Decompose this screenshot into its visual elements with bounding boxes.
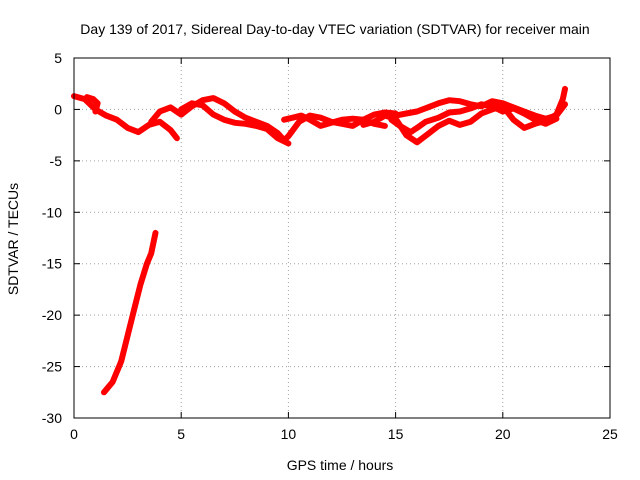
series-line-main bbox=[388, 101, 560, 136]
ticks: 0 5 10 15 20 25 5 0 -5 -10 -15 -20 -25 -30 bbox=[42, 50, 618, 442]
y-tick-label: -15 bbox=[42, 256, 62, 272]
plot-frame bbox=[73, 57, 611, 419]
y-tick-label: -10 bbox=[42, 204, 62, 220]
chart-title: Day 139 of 2017, Sidereal Day-to-day VTE… bbox=[80, 21, 589, 37]
x-tick-label: 5 bbox=[177, 426, 185, 442]
y-tick-label: 0 bbox=[54, 101, 62, 117]
x-tick-label: 15 bbox=[388, 426, 404, 442]
series-line-main bbox=[83, 94, 101, 115]
series-line-main bbox=[71, 93, 180, 142]
series-line-main bbox=[101, 229, 159, 396]
y-axis-label: SDTVAR / TECUs bbox=[5, 183, 21, 295]
y-tick-label: -30 bbox=[42, 410, 62, 426]
y-tick-label: -25 bbox=[42, 359, 62, 375]
y-tick-label: 5 bbox=[54, 50, 62, 66]
x-tick-label: 20 bbox=[495, 426, 511, 442]
x-axis-label: GPS time / hours bbox=[287, 457, 394, 473]
y-tick-label: -20 bbox=[42, 307, 62, 323]
x-tick-label: 0 bbox=[70, 426, 78, 442]
x-tick-label: 25 bbox=[602, 426, 618, 442]
y-tick-label: -5 bbox=[50, 153, 63, 169]
data-layer bbox=[71, 85, 568, 396]
x-tick-label: 10 bbox=[281, 426, 297, 442]
series-line-main bbox=[178, 100, 292, 147]
